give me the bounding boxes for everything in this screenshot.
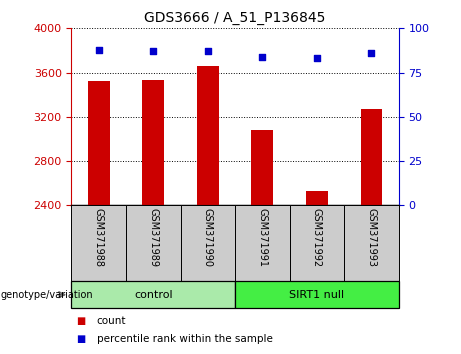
Text: GSM371992: GSM371992	[312, 207, 322, 267]
Bar	[71, 281, 235, 308]
Bar	[235, 205, 290, 281]
Bar	[290, 205, 344, 281]
Bar	[306, 191, 328, 205]
Text: percentile rank within the sample: percentile rank within the sample	[97, 334, 273, 344]
Bar	[197, 66, 219, 205]
Text: GSM371988: GSM371988	[94, 207, 104, 267]
Bar	[181, 205, 235, 281]
Title: GDS3666 / A_51_P136845: GDS3666 / A_51_P136845	[144, 11, 326, 24]
Bar	[361, 109, 382, 205]
Bar	[71, 205, 126, 281]
Text: GSM371993: GSM371993	[366, 207, 377, 267]
Text: count: count	[97, 316, 126, 326]
Point	[95, 47, 102, 52]
Bar	[344, 205, 399, 281]
Bar	[142, 80, 164, 205]
Text: GSM371989: GSM371989	[148, 207, 158, 267]
Text: ■: ■	[76, 334, 85, 344]
Point	[368, 50, 375, 56]
Text: control: control	[134, 290, 172, 300]
Bar	[235, 281, 399, 308]
Point	[313, 56, 321, 61]
Point	[204, 48, 212, 54]
Text: GSM371990: GSM371990	[203, 207, 213, 267]
Bar	[88, 81, 110, 205]
Bar	[252, 130, 273, 205]
Text: genotype/variation: genotype/variation	[1, 290, 94, 300]
Point	[149, 48, 157, 54]
Text: GSM371991: GSM371991	[257, 207, 267, 267]
Bar	[126, 205, 181, 281]
Point	[259, 54, 266, 59]
Text: ■: ■	[76, 316, 85, 326]
Text: SIRT1 null: SIRT1 null	[290, 290, 344, 300]
